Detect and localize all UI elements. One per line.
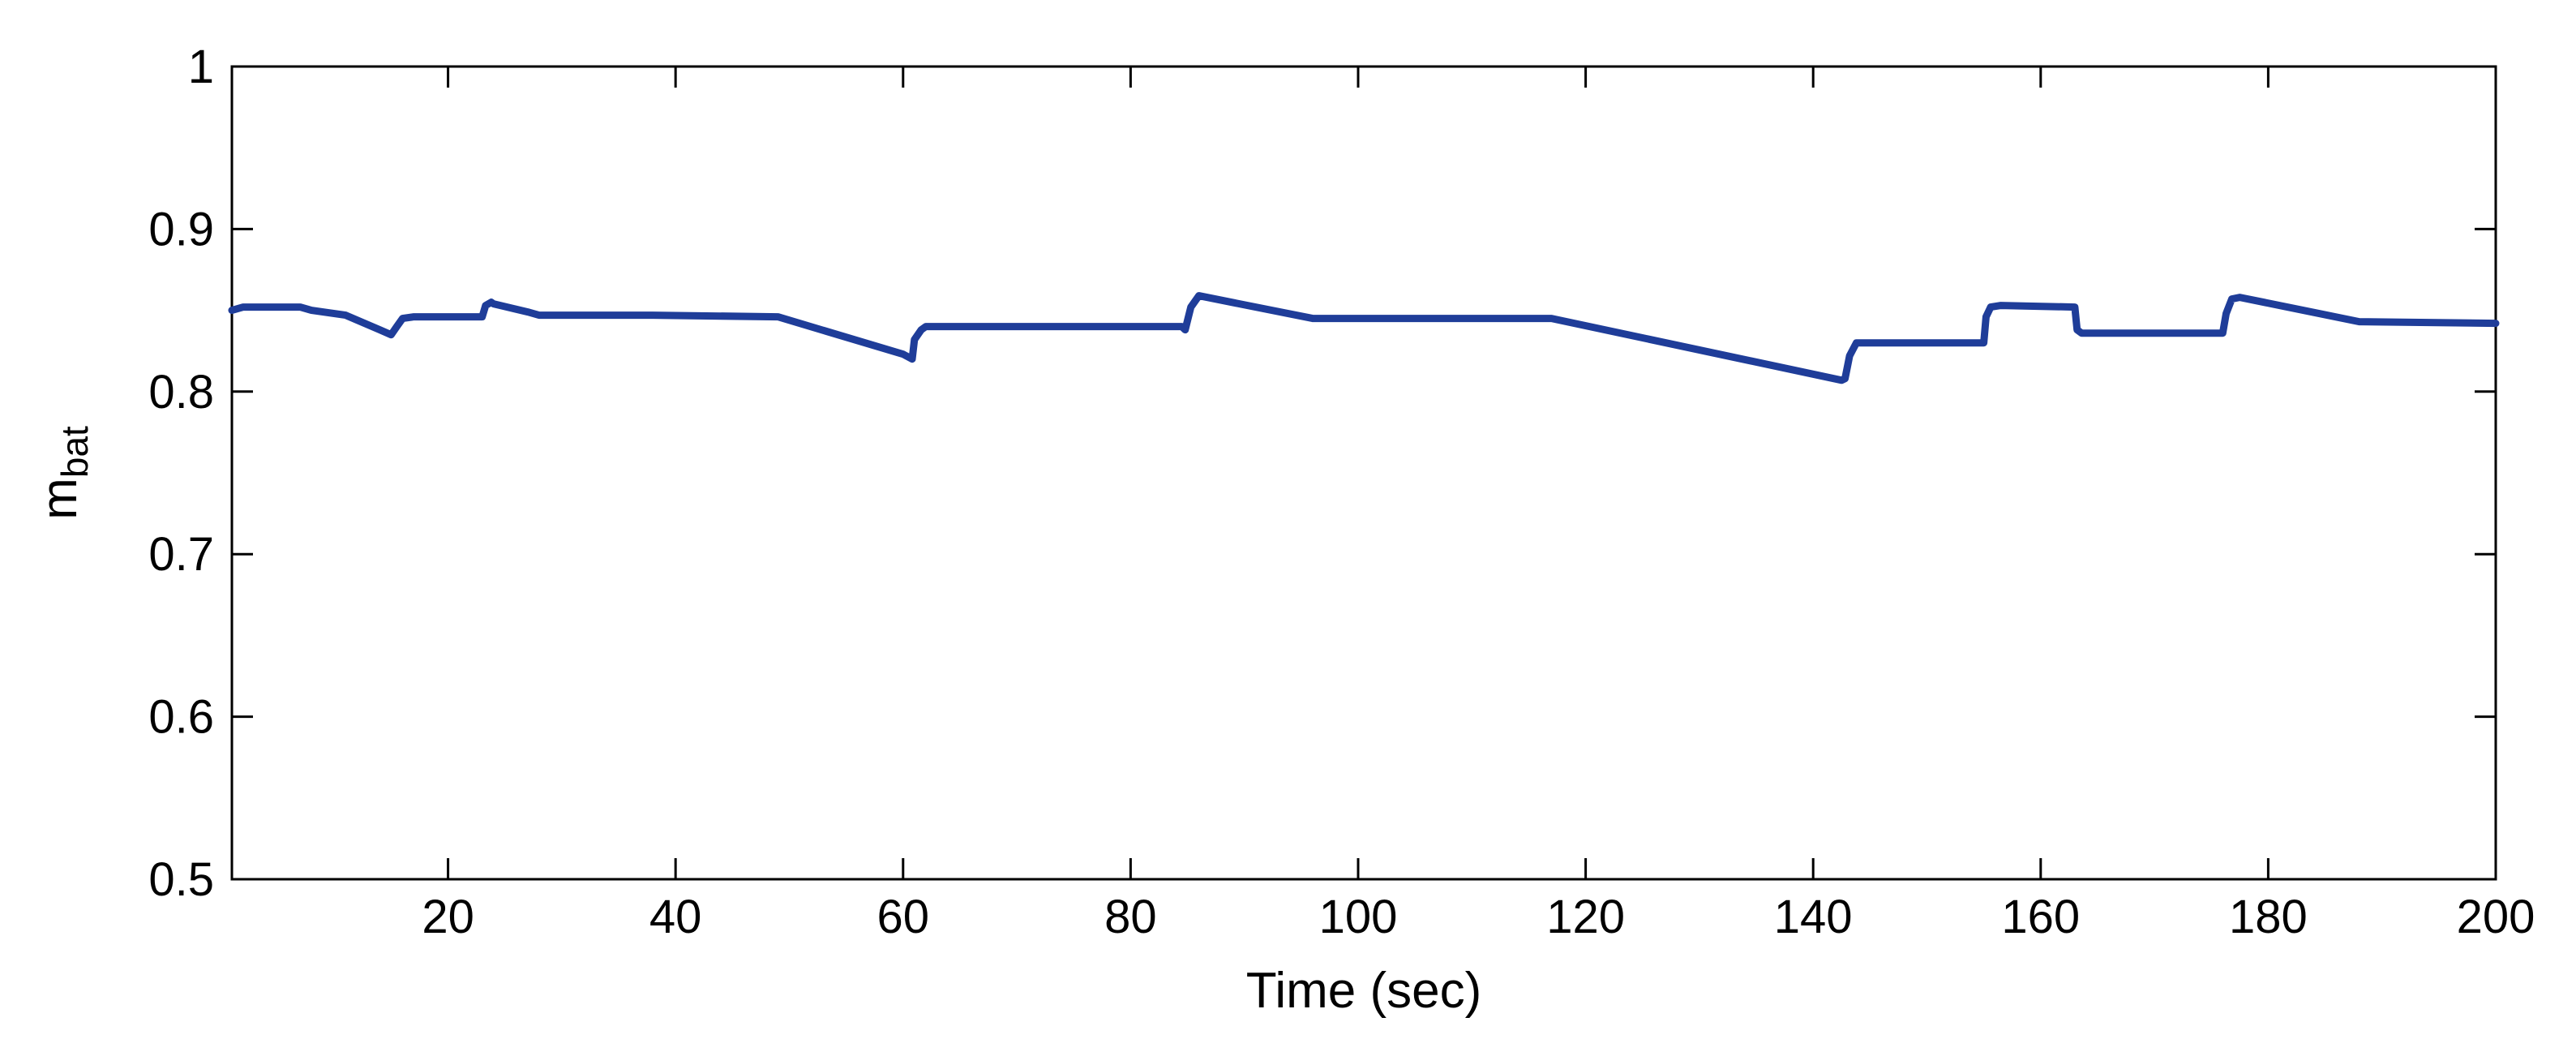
x-axis-ticks: 20 40 60 80 100 120 140 160 180 200 xyxy=(422,67,2535,943)
y-tick-label: 1 xyxy=(188,41,214,93)
y-axis-label-main: m xyxy=(32,478,88,520)
series-layer xyxy=(228,292,2500,384)
x-axis-label: Time (sec) xyxy=(1246,963,1481,1019)
y-tick-label: 0.6 xyxy=(148,691,214,744)
x-tick-label: 20 xyxy=(422,891,474,943)
x-tick-label: 140 xyxy=(1774,891,1853,943)
x-tick-label: 160 xyxy=(2001,891,2080,943)
x-tick-label: 180 xyxy=(2229,891,2308,943)
x-tick-label: 40 xyxy=(649,891,702,943)
x-tick-label: 100 xyxy=(1319,891,1398,943)
y-tick-label: 0.5 xyxy=(148,853,214,906)
y-axis-label: mbat xyxy=(32,426,96,520)
y-tick-label: 0.8 xyxy=(148,366,214,419)
x-tick-label: 200 xyxy=(2457,891,2535,943)
plot-area xyxy=(230,65,2497,881)
y-axis-ticks: 0.5 0.6 0.7 0.8 0.9 1 xyxy=(148,41,2496,906)
y-tick-label: 0.9 xyxy=(148,203,214,255)
x-tick-label: 60 xyxy=(877,891,930,943)
y-tick-label: 0.7 xyxy=(148,528,214,581)
x-tick-label: 80 xyxy=(1104,891,1157,943)
series-line xyxy=(228,292,2500,384)
y-axis-label-subscript: bat xyxy=(54,426,96,478)
x-tick-label: 120 xyxy=(1546,891,1625,943)
